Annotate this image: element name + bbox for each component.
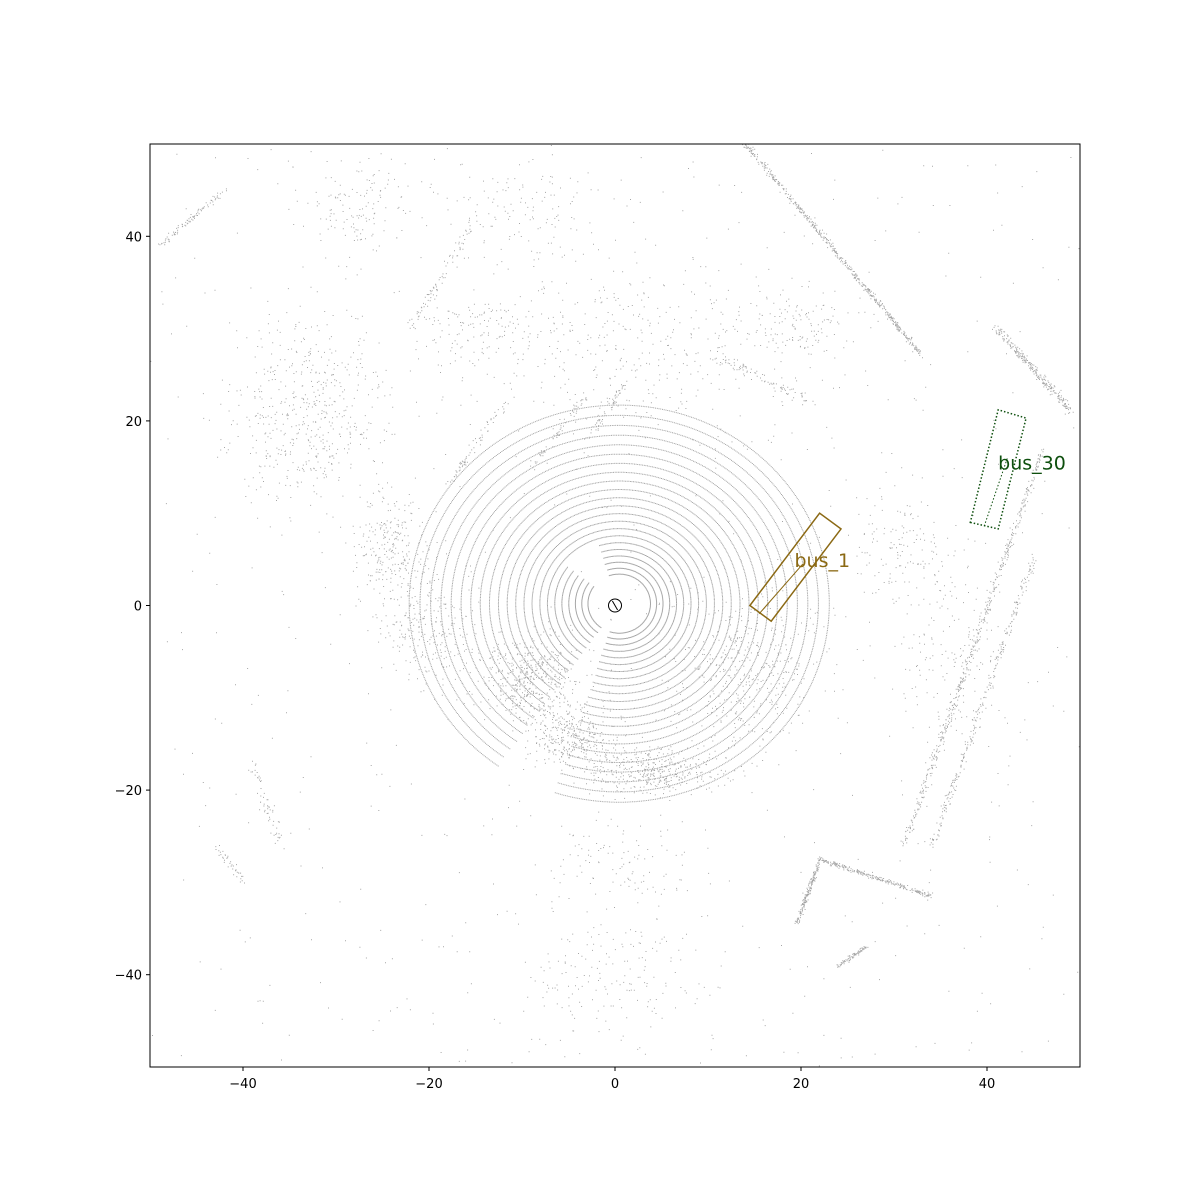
ego-vehicle-marker <box>607 598 623 613</box>
y-axis: −40 −20 0 20 40 <box>115 230 150 984</box>
x-tick-label: 40 <box>979 1077 996 1092</box>
x-tick-label: −20 <box>415 1077 442 1092</box>
box-bus-30 <box>969 408 1028 530</box>
label-bus-1: bus_1 <box>794 550 850 572</box>
y-tick-label: 20 <box>125 415 142 430</box>
point-cloud <box>150 144 1080 1067</box>
x-tick-label: −40 <box>229 1077 256 1092</box>
box-labels: bus_1 bus_30 <box>794 452 1065 572</box>
x-tick-label: 0 <box>611 1077 619 1092</box>
y-tick-label: −40 <box>115 969 142 984</box>
x-tick-label: 20 <box>793 1077 810 1092</box>
y-tick-label: −20 <box>115 784 142 799</box>
lidar-points <box>150 144 1080 1067</box>
y-tick-label: 40 <box>125 230 142 245</box>
bounding-boxes <box>748 408 1028 623</box>
heading-bus-1 <box>758 563 804 615</box>
x-axis: −40 −20 0 20 40 <box>229 1067 995 1092</box>
heading-bus-30 <box>983 457 1008 527</box>
y-tick-label: 0 <box>134 600 142 615</box>
label-bus-30: bus_30 <box>998 452 1066 474</box>
box-bus-1 <box>748 512 843 623</box>
ego-heading <box>611 600 619 611</box>
ego-circle <box>607 598 623 613</box>
